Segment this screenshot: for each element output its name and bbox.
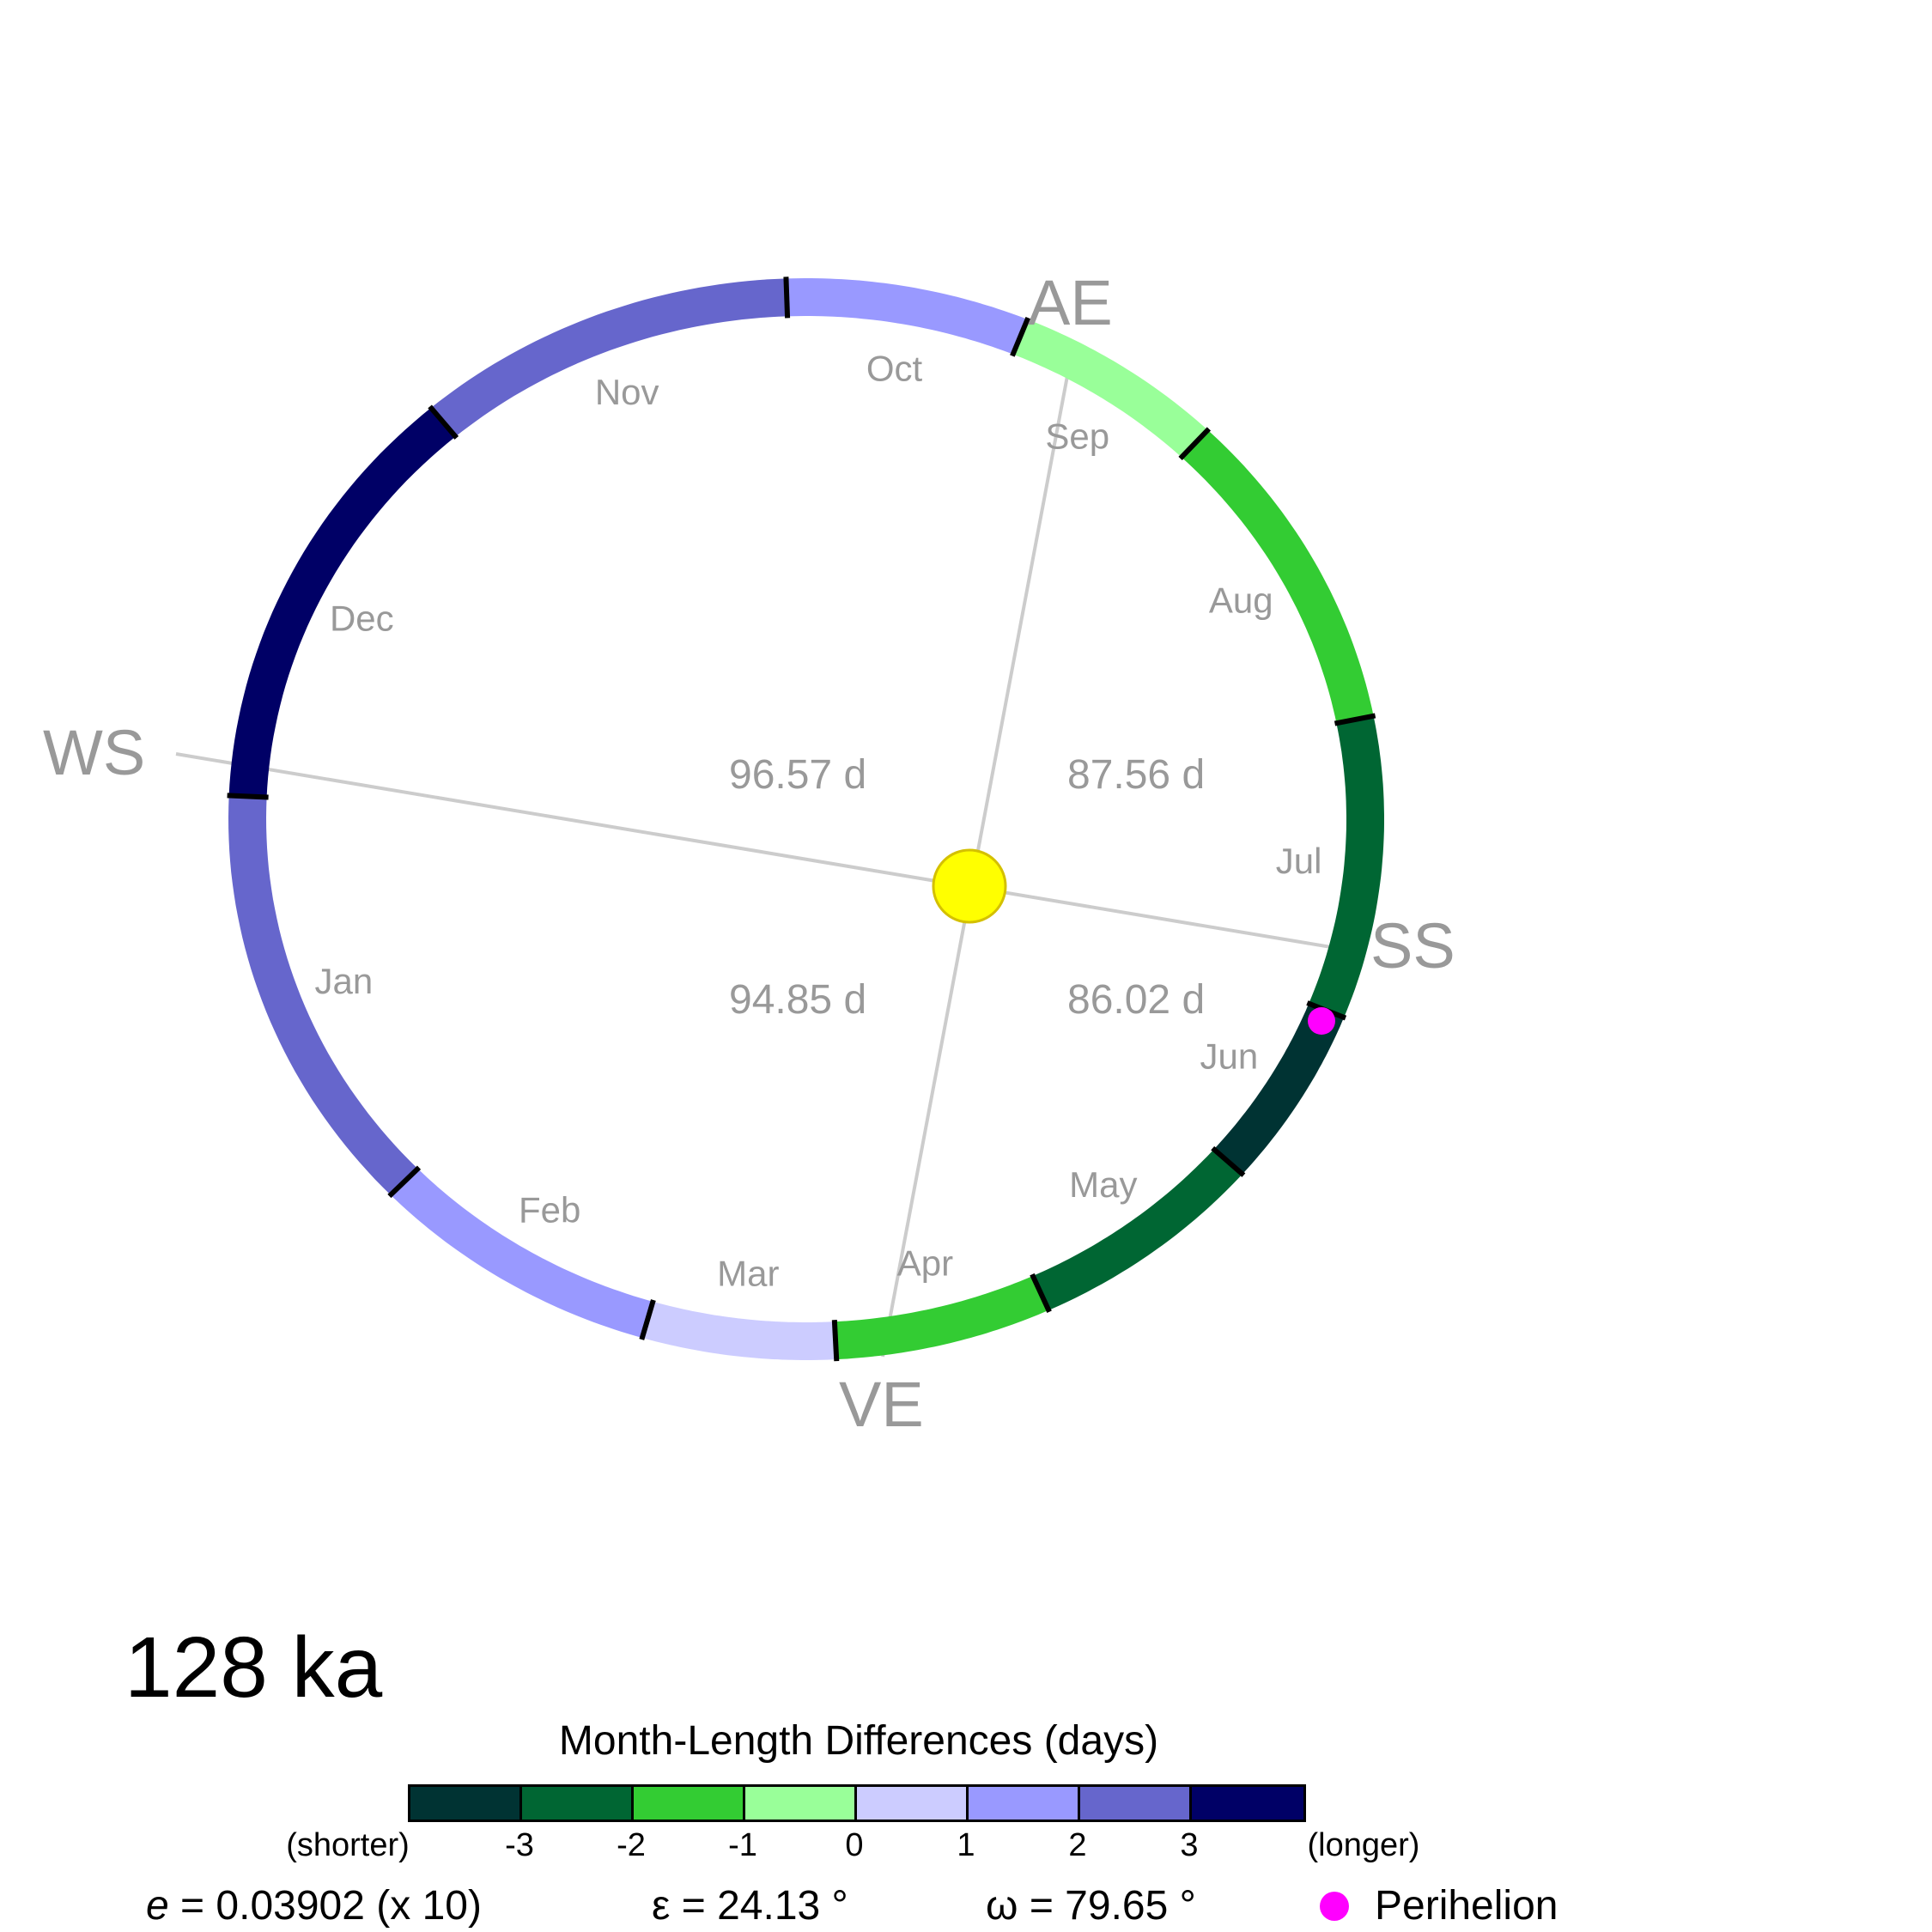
obliquity-text: ε = 24.13 ° [652,1882,848,1929]
month-label-nov: Nov [595,372,659,412]
month-label-may: May [1069,1164,1137,1205]
perihelion-legend: Perihelion [1320,1882,1558,1929]
perihelion-marker [1308,1007,1335,1035]
perihelion-legend-dot [1320,1892,1349,1921]
colorbar-cell [522,1787,634,1820]
eccentricity-value: = 0.03902 (x 10) [169,1883,482,1929]
duration-ae-to-ws: 96.57 d [729,752,866,798]
colorbar-tick-label: -3 [505,1827,534,1864]
month-label-jan: Jan [315,961,374,1001]
colorbar-tick-label: (shorter) [286,1827,410,1864]
month-arc-mar [647,1320,835,1341]
month-labels: Jan Feb Mar Apr May Jun Jul Aug Sep Oct Nov Dec [315,349,1322,1294]
colorbar-cell [1192,1787,1303,1820]
duration-ve-to-ss: 86.02 d [1067,977,1205,1023]
colorbar-tick-label: 0 [845,1827,863,1864]
colorbar-tick-label: -2 [617,1827,646,1864]
colorbar [408,1784,1306,1822]
eccentricity-text: e = 0.03902 (x 10) [146,1882,482,1929]
colorbar-cell [1080,1787,1192,1820]
month-label-feb: Feb [519,1190,580,1230]
season-label-ss: SS [1370,910,1455,981]
perihelion-legend-label: Perihelion [1375,1882,1558,1929]
month-boundary-tick [228,795,269,797]
month-label-sep: Sep [1045,416,1109,456]
month-label-jul: Jul [1276,841,1322,881]
season-label-ws: WS [43,717,145,788]
month-label-jun: Jun [1200,1036,1259,1077]
colorbar-cell [857,1787,969,1820]
colorbar-tick-label: 2 [1068,1827,1086,1864]
month-label-aug: Aug [1209,580,1273,621]
colorbar-tick-label: (longer) [1308,1827,1420,1864]
sun-icon [933,850,1005,922]
eccentricity-symbol: e [146,1883,169,1929]
season-label-ae: AE [1028,267,1113,338]
month-label-apr: Apr [897,1242,953,1283]
legend-title: Month-Length Differences (days) [0,1717,1717,1765]
month-label-mar: Mar [717,1253,779,1293]
month-arc-jul [1327,720,1365,1011]
season-label-ve: VE [839,1369,924,1440]
month-boundary-tick [835,1320,837,1361]
colorbar-cell [969,1787,1080,1820]
month-label-dec: Dec [330,598,394,638]
colorbar-cell [410,1787,522,1820]
colorbar-tick-label: -1 [728,1827,757,1864]
month-arc-oct [787,297,1020,337]
month-arc-jun [1228,1011,1326,1162]
duration-ws-to-ve: 94.85 d [729,977,866,1023]
month-arc-apr [835,1293,1041,1340]
perihelion-longitude-text: ω = 79.65 ° [986,1882,1196,1929]
duration-ss-to-ae: 87.56 d [1067,752,1205,798]
colorbar-cell [634,1787,745,1820]
month-arcs [247,297,1365,1341]
colorbar-tick-label: 1 [957,1827,975,1864]
month-label-oct: Oct [866,349,923,389]
age-label: 128 ka [125,1619,382,1717]
colorbar-tick-label: 3 [1180,1827,1198,1864]
colorbar-cell [745,1787,857,1820]
month-boundary-tick [786,276,787,318]
